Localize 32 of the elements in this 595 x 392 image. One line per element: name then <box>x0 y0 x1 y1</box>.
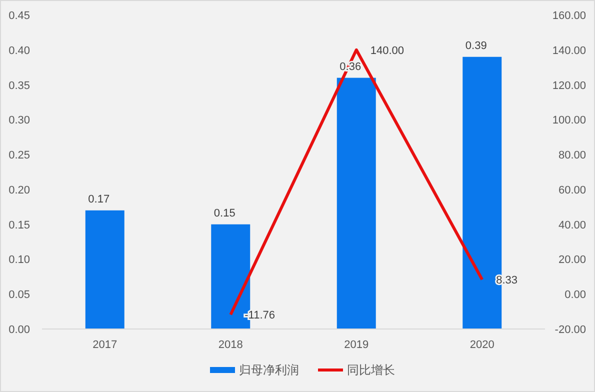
x-tick-label: 2017 <box>92 339 118 351</box>
y2-tick-label: -20.00 <box>554 324 586 336</box>
y-tick-label: 0.10 <box>8 254 30 266</box>
data-label: 0.39 <box>465 40 487 52</box>
y2-tick-label: 120.00 <box>552 80 586 92</box>
bar <box>336 78 376 329</box>
data-label: 140.00 <box>370 44 404 57</box>
y-tick-label: 0.05 <box>8 289 30 302</box>
y2-tick-label: 60.00 <box>558 184 586 196</box>
y2-tick-label: 0.00 <box>564 289 586 302</box>
y-tick-label: 0.45 <box>8 10 30 22</box>
y2-tick-label: 140.00 <box>552 44 586 57</box>
y2-tick-label: 160.00 <box>552 10 586 22</box>
y-tick-label: 0.00 <box>8 324 30 336</box>
y-tick-label: 0.25 <box>8 150 30 162</box>
y-tick-label: 0.20 <box>8 184 30 196</box>
y2-tick-label: 80.00 <box>558 150 586 162</box>
x-tick-label: 2019 <box>344 339 369 351</box>
x-tick-label: 2018 <box>218 339 243 351</box>
data-label: 0.17 <box>88 193 110 206</box>
y2-tick-label: 40.00 <box>558 219 586 232</box>
y2-tick-label: 20.00 <box>558 254 586 266</box>
y2-tick-label: 100.00 <box>552 114 586 127</box>
x-tick-label: 2020 <box>470 339 494 351</box>
y-tick-label: 0.30 <box>8 114 30 127</box>
legend-label: 归母净利润 <box>239 363 299 377</box>
bar <box>85 210 124 329</box>
data-label: 0.15 <box>214 207 236 220</box>
y-tick-label: 0.40 <box>8 44 30 57</box>
y-tick-label: 0.35 <box>8 80 30 92</box>
y-tick-label: 0.15 <box>8 219 30 232</box>
legend-label: 同比增长 <box>347 363 395 377</box>
